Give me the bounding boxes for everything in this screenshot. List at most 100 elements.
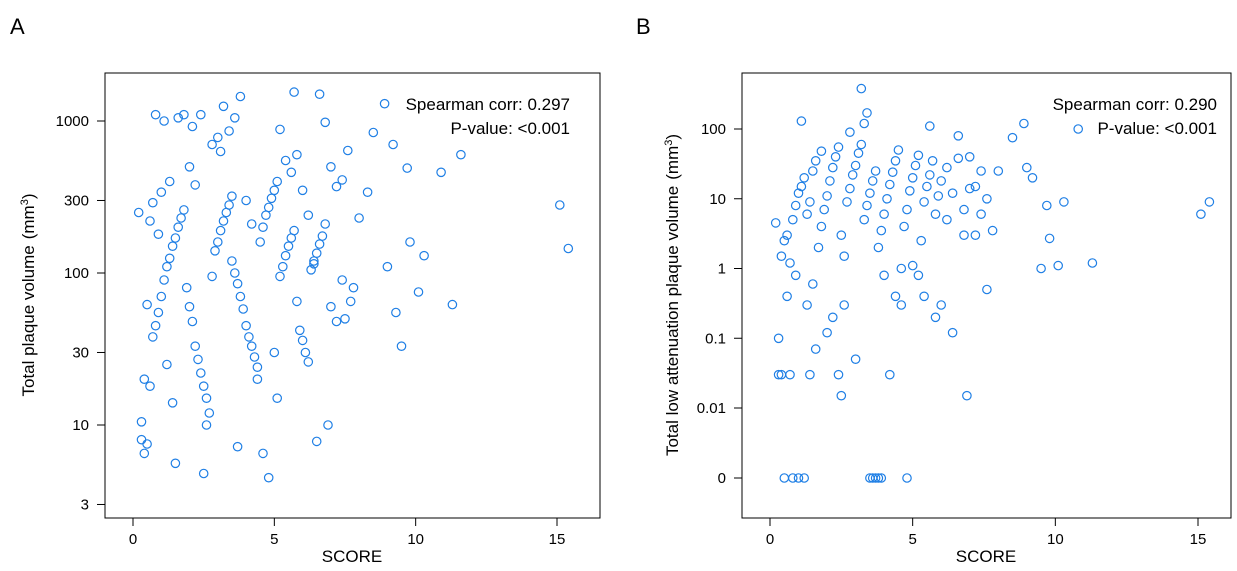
data-point	[930, 312, 941, 323]
data-point	[263, 202, 274, 213]
data-point	[904, 186, 915, 196]
data-point	[170, 458, 181, 469]
x-tick-label: 10	[407, 531, 424, 548]
data-point	[277, 261, 288, 272]
y-tick-label: 100	[64, 265, 89, 282]
data-point	[235, 291, 246, 302]
data-point	[1073, 124, 1083, 134]
data-point	[190, 341, 200, 351]
data-point	[232, 278, 243, 289]
data-point	[187, 316, 198, 327]
data-point	[286, 167, 297, 178]
data-point	[850, 160, 861, 171]
data-point	[819, 204, 829, 215]
data-point	[153, 229, 164, 239]
data-point	[303, 357, 314, 367]
data-point	[207, 139, 217, 150]
data-point	[805, 369, 815, 380]
data-point	[805, 197, 815, 207]
data-point	[1019, 118, 1029, 129]
data-point	[150, 109, 161, 120]
data-point	[139, 448, 150, 459]
data-point	[193, 354, 203, 365]
data-point	[842, 197, 852, 207]
data-point	[382, 261, 393, 272]
data-point	[331, 181, 342, 192]
panel-b-spearman-corr: Spearman corr: 0.290	[1053, 95, 1217, 114]
data-point	[419, 250, 429, 261]
data-point	[252, 362, 263, 372]
data-point	[255, 237, 265, 247]
data-point	[813, 242, 824, 253]
data-point	[314, 239, 325, 249]
data-point	[827, 312, 838, 323]
data-point	[796, 181, 807, 192]
data-point	[833, 369, 844, 380]
data-point	[215, 146, 226, 157]
panel-a-y-axis-label: Total plaque volume(mm3)	[19, 194, 38, 397]
data-point	[167, 241, 178, 251]
data-point	[167, 397, 178, 408]
data-point	[263, 472, 274, 483]
data-point	[862, 200, 872, 211]
data-point	[930, 209, 941, 219]
data-point	[272, 176, 282, 187]
data-point	[847, 170, 858, 180]
data-point	[230, 268, 240, 278]
panel-a-letter: A	[10, 14, 25, 39]
data-point	[787, 473, 798, 483]
data-point	[859, 118, 869, 129]
data-point	[337, 275, 347, 285]
data-point	[156, 291, 167, 302]
data-point	[184, 301, 195, 312]
data-point	[836, 230, 847, 240]
data-point	[413, 287, 424, 297]
x-tick-label: 15	[1190, 531, 1207, 548]
data-point	[845, 127, 855, 137]
data-point	[283, 241, 294, 251]
data-point	[184, 162, 195, 172]
data-point	[865, 188, 875, 198]
data-point	[201, 393, 212, 403]
data-point	[1204, 197, 1215, 207]
data-point	[342, 145, 353, 156]
data-point	[933, 191, 944, 201]
panel-a-frame	[104, 72, 601, 519]
data-point	[292, 296, 302, 307]
data-point	[970, 181, 981, 192]
data-point	[790, 270, 801, 281]
data-point	[402, 163, 412, 173]
data-point	[436, 167, 446, 178]
data-point	[280, 250, 291, 261]
data-point	[275, 271, 285, 282]
data-point	[922, 181, 932, 192]
data-point	[913, 150, 924, 161]
y-tick-label: 1000	[56, 113, 89, 130]
data-point	[802, 209, 812, 219]
data-point	[1044, 233, 1055, 244]
data-point	[779, 473, 790, 483]
data-point	[982, 284, 992, 295]
data-point	[258, 222, 268, 232]
data-point	[782, 291, 792, 302]
data-point	[787, 214, 798, 225]
data-point	[859, 214, 869, 225]
data-point	[927, 156, 938, 166]
data-point	[218, 216, 229, 226]
data-point	[303, 210, 314, 220]
data-point	[179, 109, 189, 120]
data-point	[884, 369, 895, 380]
x-tick-label: 5	[270, 531, 278, 548]
panel-b-y-axis-label: Total low attenuation plaque volume(mm3)	[663, 134, 682, 456]
data-point	[1059, 197, 1069, 207]
data-point	[198, 381, 209, 391]
data-point	[862, 108, 872, 118]
data-point	[919, 197, 929, 207]
data-point	[890, 291, 901, 302]
data-point	[241, 320, 251, 331]
x-tick-label: 0	[766, 531, 774, 548]
y-tick-label: 0	[718, 470, 726, 487]
data-point	[882, 194, 892, 204]
data-point	[802, 300, 812, 310]
data-point	[782, 230, 792, 240]
